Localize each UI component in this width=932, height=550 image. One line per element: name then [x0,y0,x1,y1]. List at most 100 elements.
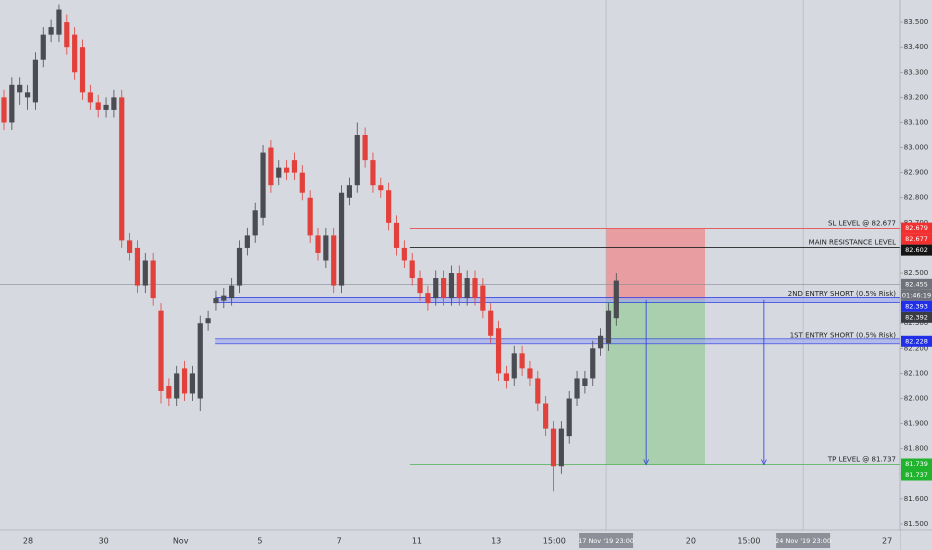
y-tick-label: 82.500 [904,269,929,277]
price-axis [900,0,932,550]
candle-body [401,247,407,261]
x-tick-label: 27 [882,537,892,546]
y-tick-label: 83.100 [904,118,929,126]
candle-body [543,403,549,429]
candles [1,4,619,492]
candle-body [338,192,345,286]
cursor-label-bg [776,533,831,548]
x-tick-label: 28 [23,537,33,546]
y-tick-label: 83.200 [904,93,929,101]
candle-body [519,353,525,369]
candle-body [331,235,337,286]
candle-body [472,278,478,299]
candle-body [95,102,101,110]
y-tick-label: 82.800 [904,194,929,202]
candle-body [527,368,533,379]
candle-body [252,210,258,236]
candle-body [409,260,415,279]
x-tick-label: 11 [412,537,422,546]
annotations-back [0,0,900,530]
price-marker-label: 82.677 [905,235,928,243]
price-marker [901,469,932,481]
level-label: 1ST ENTRY SHORT (0.5% Risk) [790,331,897,339]
x-tick-label: 20 [686,537,696,546]
candle-body [456,273,462,299]
price-marker-label: 82.455 [905,280,928,288]
candle-body [221,295,227,301]
candle-body [24,92,31,98]
candle-body [134,247,141,286]
y-tick-label: 81.600 [904,495,929,503]
price-marker-label: 82.228 [905,337,928,345]
y-tick-label: 82.200 [904,344,929,352]
candle-body [56,9,62,35]
candle-body [174,373,180,399]
price-marker [901,278,932,290]
level-label: MAIN RESISTANCE LEVEL [809,238,896,246]
cursor-label: 24 Nov '19 23:00 [775,537,831,545]
candle-body [574,378,580,399]
price-marker-label: 82.393 [905,302,928,310]
y-tick-label: 83.500 [904,18,929,26]
candle-body [229,285,235,299]
axes: 81.50081.60081.70081.80081.90082.00082.1… [23,18,932,548]
price-marker-label: 81.739 [905,460,928,468]
y-tick-label: 83.300 [904,68,929,76]
price-marker [901,458,932,470]
candle-body [433,278,439,299]
y-tick-label: 83.400 [904,43,929,51]
x-tick-label: 7 [337,537,342,546]
candle-body [284,167,290,173]
candle-body [582,378,588,386]
candle-body [40,34,46,60]
price-marker [901,233,932,245]
y-tick-label: 82.900 [904,169,929,177]
cursor-label-bg [579,533,634,548]
candle-body [197,323,203,399]
arrow-head [761,459,767,466]
candle-body [244,235,250,248]
candle-body [189,373,196,394]
candle-body [127,240,133,253]
candle-body [119,97,125,241]
x-tick-label: 5 [257,537,262,546]
candle-body [72,34,78,73]
candle-body [590,348,596,379]
y-tick-label: 82.100 [904,369,929,377]
cursor-label: 17 Nov '19 23:00 [578,537,634,545]
candle-body [150,260,156,299]
candle-body [354,135,360,186]
y-tick-label: 81.500 [904,520,929,528]
candle-body [393,222,400,248]
candle-body [566,398,572,437]
candle-body [268,147,274,186]
candle-body [323,235,329,261]
x-tick-label: 30 [99,537,109,546]
annotations-front: SL LEVEL @ 82.677 MAIN RESISTANCE LEVEL 2N… [643,220,897,466]
candle-body [598,335,604,349]
candle-body [362,135,368,161]
arrow-head [643,459,649,466]
candle-body [142,260,148,286]
candle-body [111,97,117,110]
candle-body [87,92,93,103]
x-tick-label: 13 [491,537,501,546]
candle-body [346,185,353,198]
candle-body [291,160,298,173]
candle-body [511,353,517,379]
candle-body [166,385,172,399]
candle-body [448,273,455,299]
candle-body [488,310,494,336]
candle-body [315,235,321,253]
candle-body [299,172,305,193]
price-marker-label: 81.737 [905,471,928,479]
loss-zone [606,228,706,300]
candle-body [307,197,313,236]
candle-body [48,27,54,35]
price-marker-label: 82.602 [905,246,928,254]
level-band [215,338,900,344]
price-marker [901,300,932,312]
price-marker-label: 82.392 [905,313,928,321]
level-label: TP LEVEL @ 81.737 [827,456,896,464]
